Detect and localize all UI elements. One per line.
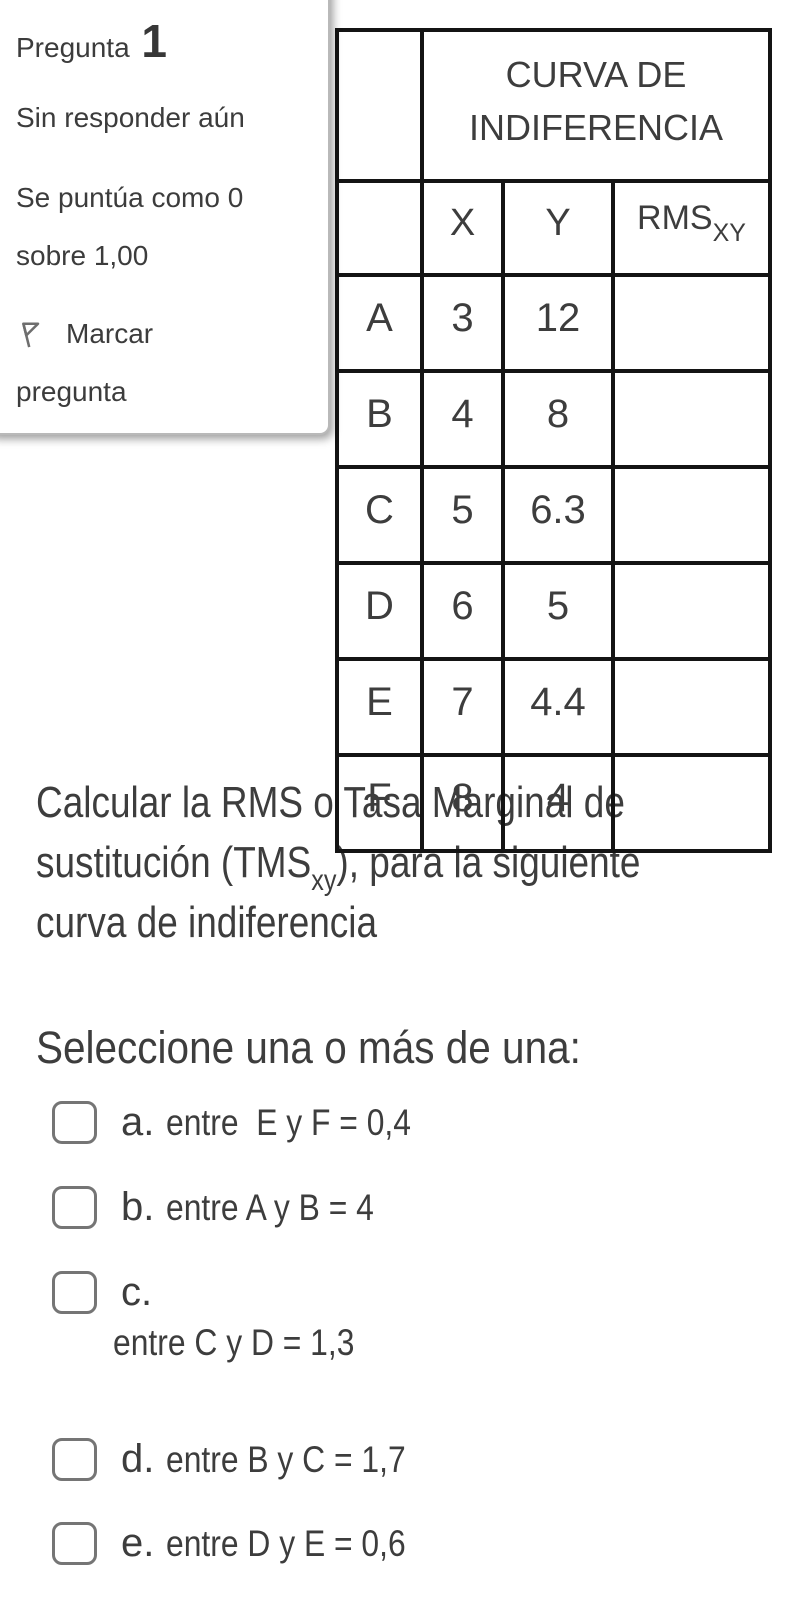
question-text-line2: sustitución (TMSxy), para la siguiente [36,838,756,898]
question-grade: Se puntúa como 0 sobre 1,00 [16,182,244,271]
selection-prompt: Seleccione una o más de una: [36,1022,581,1073]
rms-value [611,753,772,853]
header-x: X [420,179,505,277]
table-row-c: C 5 6.3 [335,465,772,565]
row-label: F [335,753,424,853]
y-value: 5 [501,561,615,661]
question-title: Pregunta 1 [16,12,316,77]
table-title-row: CURVA DE INDIFERENCIA [335,28,772,183]
table-title-line2: INDIFERENCIA [468,106,724,148]
header-blank-cell [335,179,424,277]
rms-value [611,465,772,565]
option-b-letter: b. [121,1185,155,1229]
row-label: A [335,273,424,373]
option-c-text-line2: entre C y D = 1,3 [113,1322,355,1363]
indifference-curve-table: CURVA DE INDIFERENCIA X Y RMSXY A 3 12 B… [335,28,772,853]
row-label: B [335,369,424,469]
y-value: 4 [501,753,615,853]
rms-subscript: XY [712,218,746,247]
row-label: C [335,465,424,565]
question-status: Sin responder aún [16,102,245,133]
x-value: 6 [420,561,505,661]
flag-label: Marcar pregunta [16,318,154,407]
rms-value [611,561,772,661]
option-e-checkbox[interactable] [52,1522,97,1565]
option-d-checkbox[interactable] [52,1438,97,1481]
option-c-text-line2-wrap: entre C y D = 1,3 [113,1322,394,1372]
option-b: b. entre A y B = 4 [52,1185,408,1230]
option-c-checkbox[interactable] [52,1271,97,1314]
option-c: c. [52,1270,164,1315]
option-e: e. entre D y E = 0,6 [52,1521,445,1566]
option-e-text: entre D y E = 0,6 [166,1522,407,1564]
option-a-checkbox[interactable] [52,1101,97,1144]
y-value: 8 [501,369,615,469]
rms-label: RMS [637,198,713,237]
flag-question-link[interactable]: Marcar pregunta [16,305,248,421]
option-b-text: entre A y B = 4 [166,1186,375,1228]
rms-value [611,273,772,373]
table-row-e: E 7 4.4 [335,657,772,757]
x-value: 5 [420,465,505,565]
question-text: sustitución (TMS [36,838,312,887]
x-value: 8 [420,753,505,853]
table-title: CURVA DE INDIFERENCIA [420,28,772,183]
option-a: a. entre E y F = 0,4 [52,1100,451,1145]
question-info-panel: Pregunta 1 Sin responder aún Se puntúa c… [0,0,330,435]
option-e-letter: e. [121,1521,155,1565]
question-label: Pregunta [16,32,130,63]
table-row-f: F 8 4 [335,753,772,853]
y-value: 4.4 [501,657,615,757]
option-d-text: entre B y C = 1,7 [166,1438,407,1480]
row-label: D [335,561,424,661]
x-value: 4 [420,369,505,469]
table-row-a: A 3 12 [335,273,772,373]
rms-value [611,369,772,469]
y-value: 12 [501,273,615,373]
table-row-b: B 4 8 [335,369,772,469]
option-d-letter: d. [121,1437,155,1481]
flag-icon [16,305,50,363]
rms-value [611,657,772,757]
option-d: d. entre B y C = 1,7 [52,1437,445,1482]
option-c-letter: c. [121,1270,153,1314]
row-label: E [335,657,424,757]
y-value: 6.3 [501,465,615,565]
x-value: 3 [420,273,505,373]
table-header-row: X Y RMSXY [335,179,772,277]
table-title-line1: CURVA DE [505,53,687,95]
header-rms: RMSXY [611,179,772,277]
option-a-letter: a. [121,1100,155,1144]
option-b-checkbox[interactable] [52,1186,97,1229]
tms-subscript: xy [311,864,337,897]
option-a-text: entre E y F = 0,4 [166,1101,412,1143]
corner-cell [335,28,424,183]
question-number: 1 [141,15,168,67]
x-value: 7 [420,657,505,757]
table-row-d: D 6 5 [335,561,772,661]
question-text-line3: curva de indiferencia [36,898,378,947]
header-y: Y [501,179,615,277]
